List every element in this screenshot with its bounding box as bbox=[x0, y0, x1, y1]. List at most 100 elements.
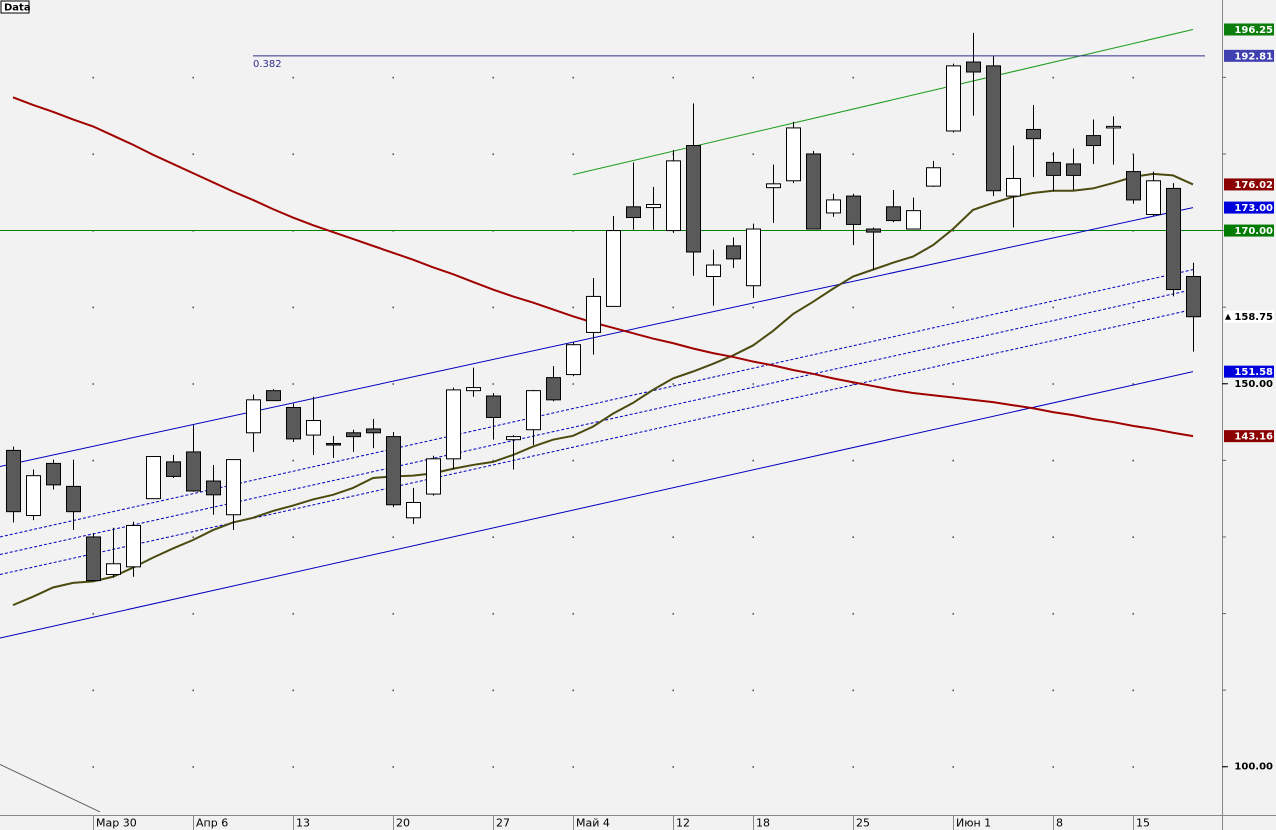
grid-dot bbox=[292, 613, 294, 615]
candle-body bbox=[526, 390, 541, 431]
grid-dot bbox=[1132, 153, 1134, 155]
price-tag-label: 192.81 bbox=[1234, 51, 1273, 62]
moving-average bbox=[12, 96, 1194, 438]
grid-dot bbox=[752, 459, 754, 462]
grid-dot bbox=[672, 306, 674, 309]
x-tick-label: 13 bbox=[296, 817, 310, 830]
grid-dot bbox=[492, 766, 494, 768]
data-label: Data bbox=[4, 3, 31, 14]
candle-body bbox=[306, 420, 321, 436]
price-tag bbox=[1224, 224, 1274, 237]
grid-dot bbox=[1052, 689, 1054, 692]
grid-dot bbox=[92, 459, 94, 462]
candle-body bbox=[646, 204, 661, 209]
candle-body bbox=[546, 377, 561, 401]
grid-dot bbox=[1132, 536, 1134, 538]
candle-body bbox=[666, 160, 681, 232]
grid-dot bbox=[752, 536, 754, 538]
x-tick-label: 8 bbox=[1056, 817, 1063, 830]
candle-body bbox=[946, 65, 961, 132]
grid-dot bbox=[1132, 383, 1134, 385]
grid-dot bbox=[672, 536, 674, 538]
grid-dot bbox=[952, 613, 954, 615]
grid-dot bbox=[1052, 459, 1054, 462]
grid-dot bbox=[572, 76, 574, 79]
grid-dot bbox=[952, 459, 954, 462]
x-tick-label: 20 bbox=[396, 817, 410, 830]
price-tag-label: 143.16 bbox=[1234, 432, 1273, 443]
candle-body bbox=[966, 61, 981, 73]
grid-dot bbox=[192, 383, 194, 385]
grid-dot bbox=[852, 153, 854, 155]
grid-dot bbox=[392, 613, 394, 615]
grid-dot bbox=[572, 613, 574, 615]
candle-body bbox=[1186, 276, 1201, 318]
candle-body bbox=[186, 451, 201, 492]
grid-dot bbox=[752, 153, 754, 155]
candle-body bbox=[566, 344, 581, 376]
candle-body bbox=[446, 389, 461, 460]
grid-dot bbox=[492, 613, 494, 615]
grid-dot bbox=[1132, 766, 1134, 768]
grid-dot bbox=[92, 689, 94, 692]
grid-dot bbox=[752, 383, 754, 385]
x-tick-label: Мар 30 bbox=[96, 817, 137, 830]
grid-dot bbox=[192, 306, 194, 309]
grid-dot bbox=[572, 459, 574, 462]
grid-dot bbox=[752, 766, 754, 768]
grid-dot bbox=[392, 383, 394, 385]
grid-dot bbox=[92, 383, 94, 385]
candle-body bbox=[826, 199, 841, 214]
candle-body bbox=[266, 390, 281, 402]
dashed-trendline bbox=[0, 289, 1194, 556]
grid-dot bbox=[852, 536, 854, 538]
grid-dot bbox=[1052, 766, 1054, 768]
price-tag bbox=[1224, 430, 1274, 443]
candle-body bbox=[126, 524, 141, 568]
candle-body bbox=[626, 206, 641, 219]
candle-body bbox=[346, 432, 361, 438]
grid-dot bbox=[492, 383, 494, 385]
price-tag bbox=[1224, 365, 1274, 378]
grid-dot bbox=[672, 766, 674, 768]
candle-body bbox=[386, 436, 401, 506]
grid-dot bbox=[952, 689, 954, 692]
candle-body bbox=[1046, 161, 1061, 176]
candle-body bbox=[746, 228, 761, 287]
grid-dot bbox=[292, 76, 294, 79]
grid-dot bbox=[1132, 613, 1134, 615]
grid-dot bbox=[572, 306, 574, 309]
dashed-trendline bbox=[0, 308, 1194, 575]
grid-dot bbox=[392, 153, 394, 155]
grid-dot bbox=[492, 459, 494, 462]
price-tag-label: 170.00 bbox=[1234, 226, 1273, 237]
grid-dot bbox=[392, 306, 394, 309]
grid-dot bbox=[752, 306, 754, 309]
candle-body bbox=[426, 458, 441, 495]
grid-dot bbox=[92, 76, 94, 79]
x-tick-label: Июн 1 bbox=[956, 817, 991, 830]
candle-body bbox=[226, 459, 241, 516]
x-tick-label: 15 bbox=[1136, 817, 1150, 830]
candle-body bbox=[986, 65, 1001, 192]
candle-body bbox=[246, 399, 261, 434]
grid-dot bbox=[192, 76, 194, 79]
grid-dot bbox=[392, 536, 394, 538]
candle-body bbox=[1166, 187, 1181, 291]
grid-dot bbox=[392, 689, 394, 692]
grid-dot bbox=[572, 536, 574, 538]
grid-dot bbox=[1052, 536, 1054, 538]
grid-dot bbox=[492, 153, 494, 155]
candle-body bbox=[586, 295, 601, 333]
candle-body bbox=[506, 436, 521, 441]
grid-dot bbox=[952, 383, 954, 385]
grid-dot bbox=[672, 689, 674, 692]
candle-body bbox=[106, 563, 121, 575]
grid-dot bbox=[952, 766, 954, 768]
grid-dot bbox=[192, 689, 194, 692]
y-tick-label: 100.00 bbox=[1234, 762, 1273, 773]
candle-body bbox=[866, 228, 881, 233]
grid-dot bbox=[492, 306, 494, 309]
grid-dot bbox=[952, 536, 954, 538]
candle-body bbox=[786, 127, 801, 182]
